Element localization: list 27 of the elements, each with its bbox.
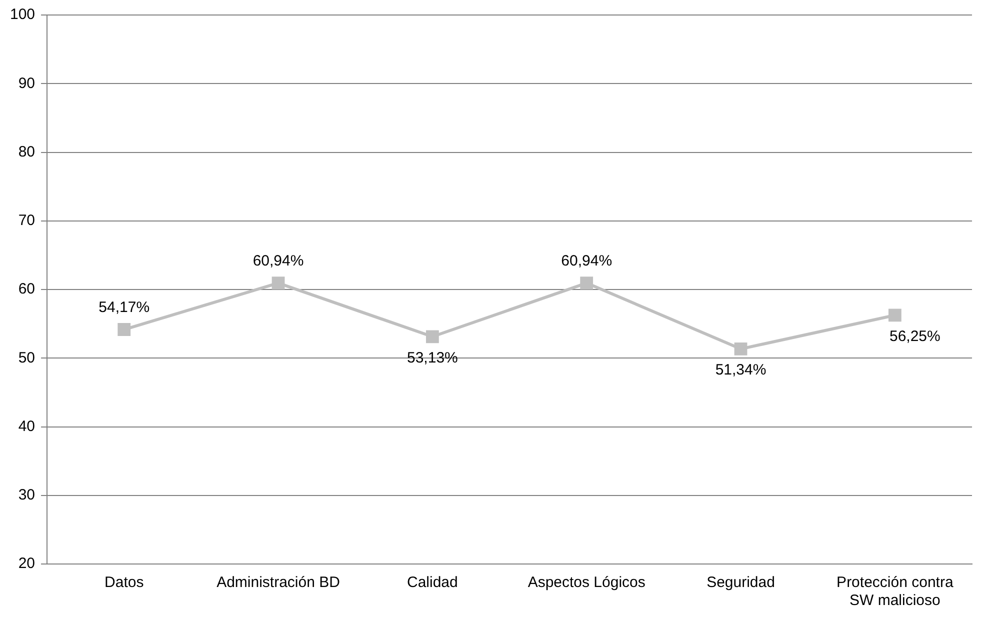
y-tick-label: 20 [18, 555, 36, 572]
y-tick-label: 80 [18, 143, 36, 160]
y-tick-label: 90 [18, 74, 36, 92]
data-label: 56,25% [889, 328, 940, 345]
y-tick-label: 30 [18, 486, 36, 504]
point [426, 330, 439, 344]
point [118, 323, 131, 336]
x-tick-label: Administración BD [216, 574, 340, 592]
x-tick-label: Protección contra SW malicioso [836, 574, 954, 610]
point [272, 276, 285, 290]
x-tick-label: Aspectos Lógicos [528, 574, 646, 592]
point [580, 276, 594, 290]
point [888, 308, 902, 322]
y-tick-label: 50 [18, 349, 36, 366]
data-label: 60,94% [252, 252, 304, 270]
x-tick-label: Datos [104, 574, 144, 592]
y-tick-label: 70 [18, 212, 36, 230]
y-tick-label: 40 [18, 418, 36, 435]
data-label: 51,34% [715, 362, 766, 379]
data-label: 54,17% [98, 299, 150, 316]
x-tick-label: Calidad [406, 574, 458, 592]
data-label: 53,13% [406, 349, 458, 366]
data-label: 60,94% [561, 252, 612, 270]
y-tick-label: 100 [10, 6, 36, 24]
point [734, 342, 748, 356]
y-tick-label: 60 [18, 280, 36, 298]
x-tick-label: Seguridad [706, 574, 775, 592]
